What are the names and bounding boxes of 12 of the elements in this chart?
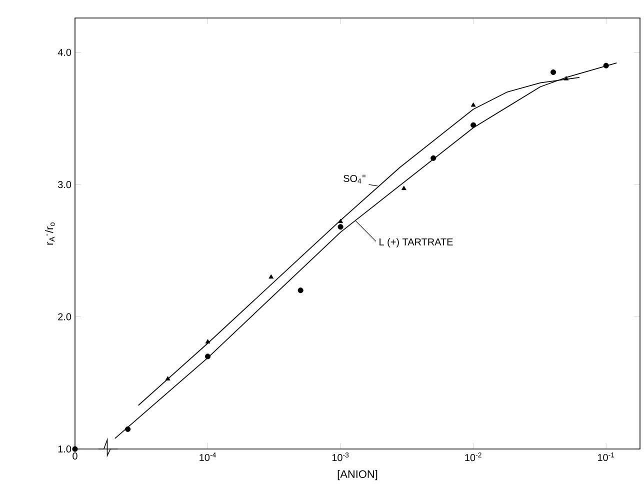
text: L (+) TARTRATE bbox=[380, 238, 453, 248]
y-tick-label: 3.0 bbox=[58, 181, 72, 188]
y-tick-label: 1.0 bbox=[58, 445, 72, 453]
y-tick-label: 2.0 bbox=[58, 313, 72, 320]
x-tick-label: 10$^{-2}$ bbox=[465, 452, 482, 462]
y-tick-label: 4.0 bbox=[58, 48, 72, 56]
y-axis-title: r$_{A}$$^{-}$/r$_{o}$ bbox=[45, 222, 55, 245]
x-tick-label: 10$^{-4}$ bbox=[200, 452, 216, 462]
x-tick-label: 10$^{-3}$ bbox=[332, 452, 349, 462]
x-tick-label: 10$^{-1}$ bbox=[598, 452, 614, 462]
x-axis-title: [ANION] bbox=[338, 470, 378, 480]
x-tick-label: 0 bbox=[72, 452, 78, 460]
